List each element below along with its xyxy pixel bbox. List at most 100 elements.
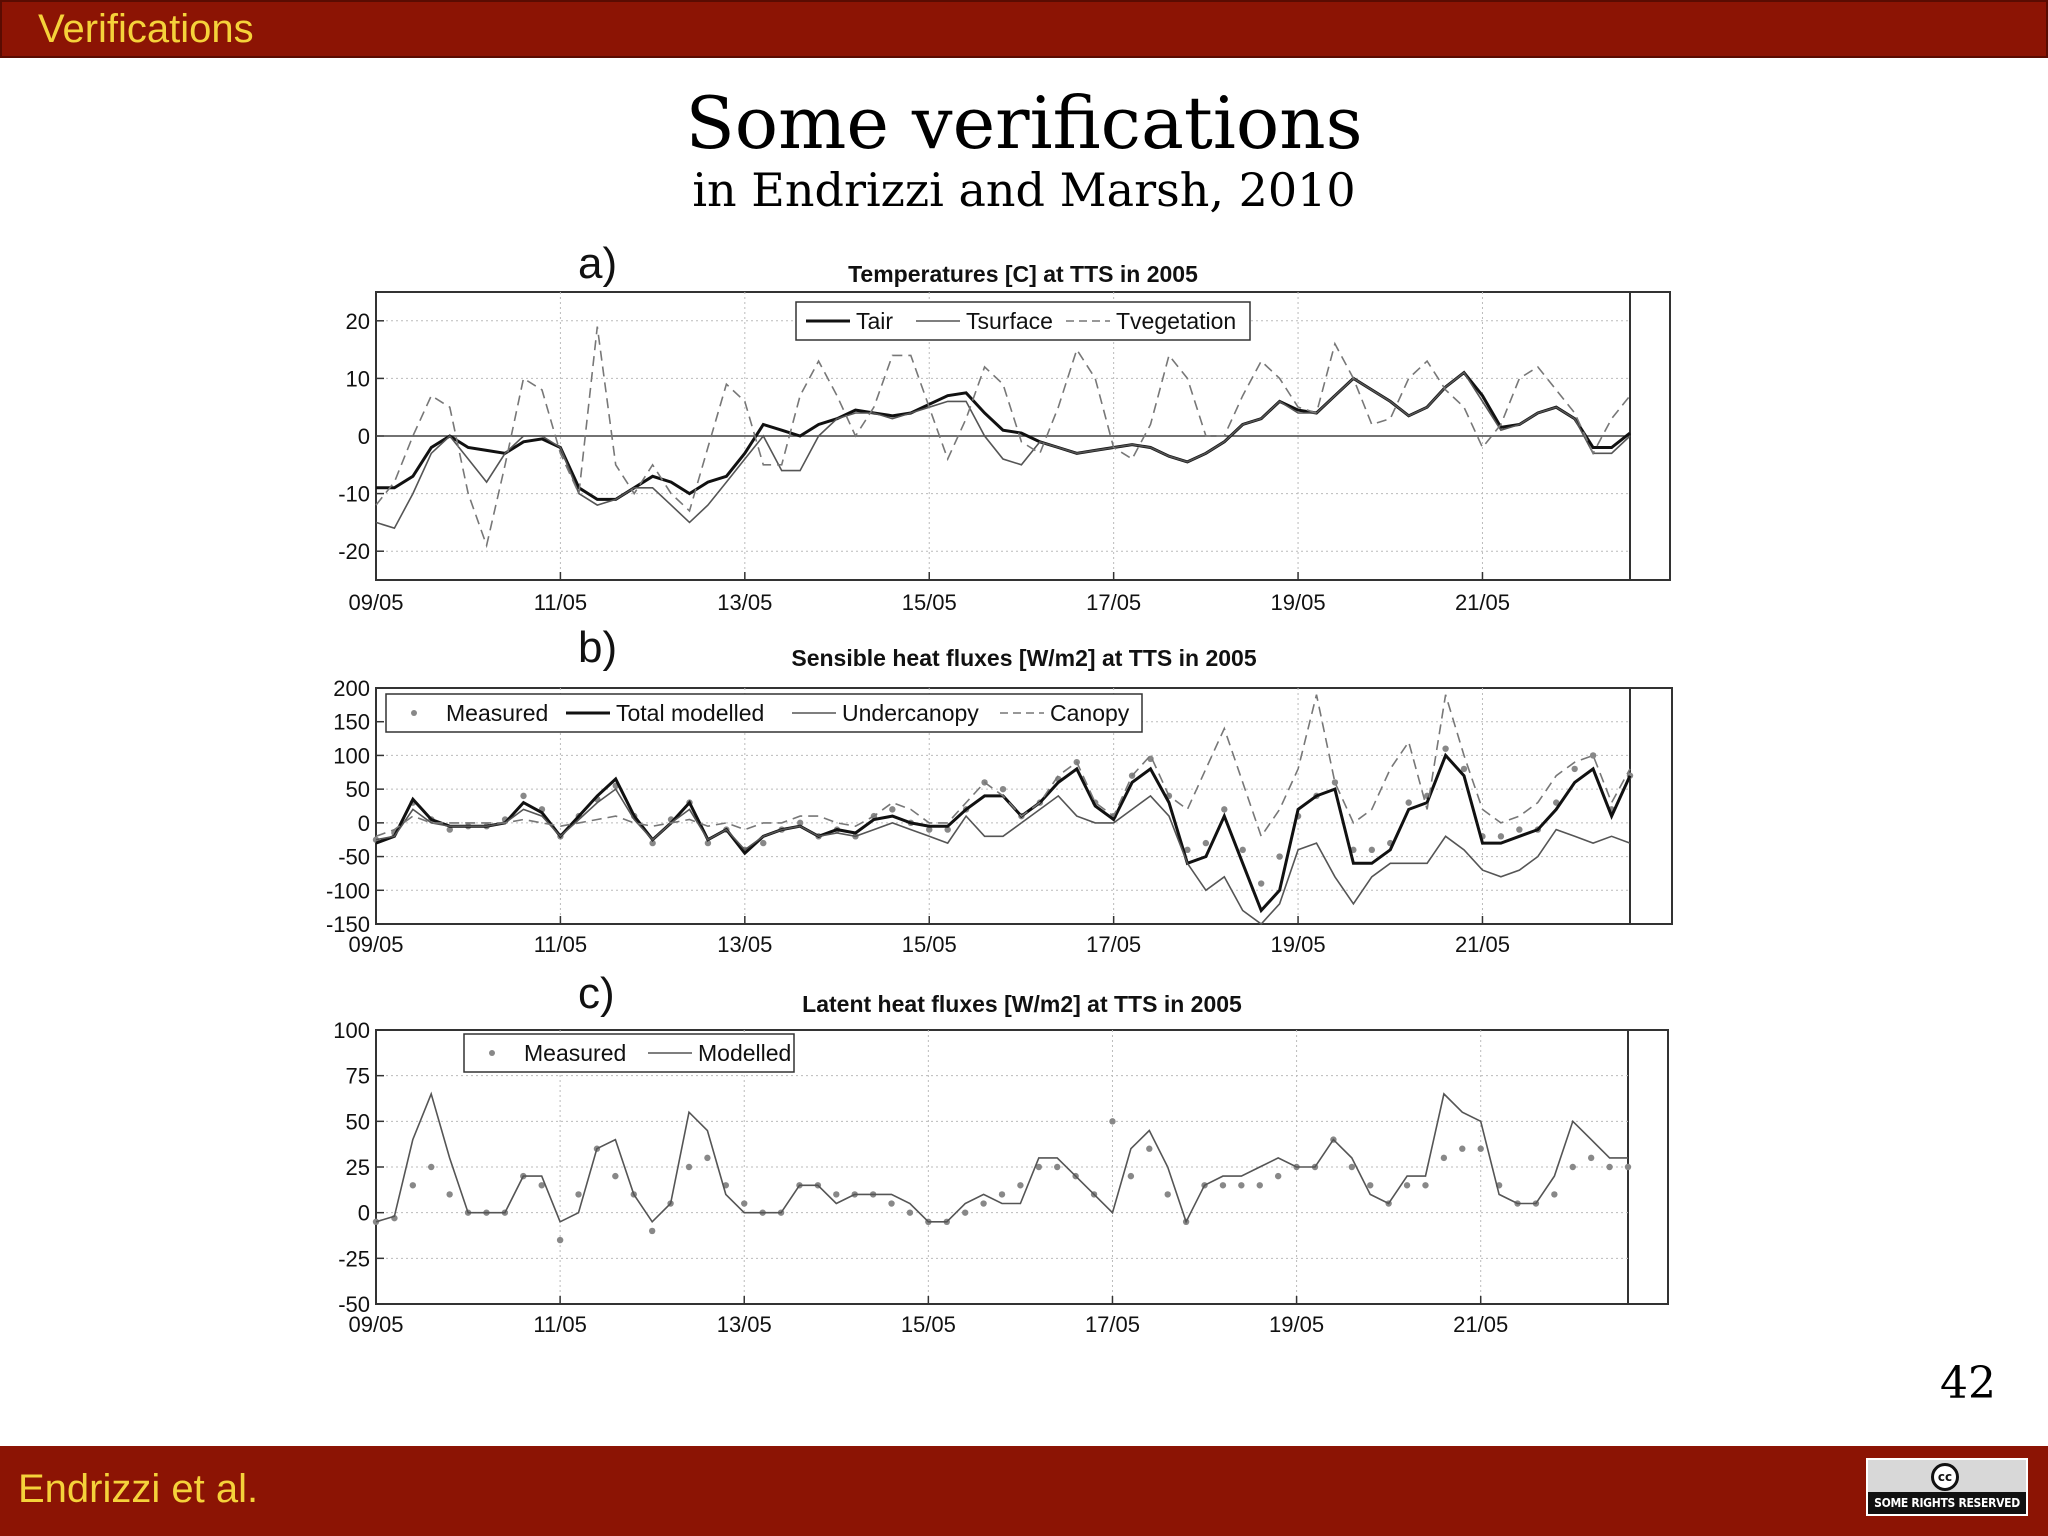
- data-point: [446, 1191, 453, 1198]
- x-tick-label: 17/05: [1085, 1312, 1140, 1337]
- chart-title: Temperatures [C] at TTS in 2005: [848, 261, 1198, 287]
- data-point: [1127, 1172, 1135, 1180]
- x-tick-label: 19/05: [1271, 590, 1326, 615]
- data-point: [1109, 1118, 1116, 1125]
- series-line-canopy: [375, 694, 1631, 839]
- footer-bar: Endrizzi et al. cc SOME RIGHTS RESERVED: [0, 1446, 2048, 1536]
- data-point: [685, 1163, 693, 1171]
- data-point: [520, 792, 527, 800]
- data-point: [1624, 1163, 1632, 1171]
- data-point: [1054, 1163, 1061, 1171]
- y-tick-label: -10: [338, 482, 370, 507]
- y-tick-label: -100: [326, 878, 370, 903]
- legend-label: Total modelled: [616, 700, 764, 726]
- x-tick-label: 15/05: [901, 1312, 956, 1337]
- data-point: [1477, 1145, 1484, 1152]
- data-point: [1239, 846, 1246, 854]
- data-point: [1403, 1182, 1411, 1189]
- legend-swatch: [489, 1050, 495, 1056]
- data-point: [1606, 1163, 1613, 1171]
- y-tick-label: 100: [333, 1018, 370, 1043]
- data-point: [704, 1154, 711, 1162]
- series-line-tvegetation: [375, 326, 1631, 549]
- data-point: [1459, 1145, 1466, 1152]
- legend-label: Measured: [446, 700, 548, 726]
- y-tick-label: 20: [346, 309, 370, 334]
- x-tick-label: 11/05: [534, 932, 587, 957]
- header-bar: Verifications: [0, 0, 2048, 58]
- panel-label: b): [578, 623, 617, 672]
- x-tick-label: 13/05: [717, 932, 772, 957]
- y-tick-label: 10: [346, 366, 370, 391]
- data-point: [1442, 745, 1449, 752]
- chart-title: Latent heat fluxes [W/m2] at TTS in 2005: [802, 991, 1242, 1017]
- x-tick-label: 19/05: [1271, 932, 1326, 957]
- y-tick-label: 50: [346, 777, 370, 802]
- y-tick-label: -20: [338, 539, 370, 564]
- data-point: [1368, 846, 1376, 854]
- data-point: [428, 1163, 435, 1171]
- x-tick-label: 17/05: [1086, 932, 1141, 957]
- data-point: [446, 826, 453, 833]
- x-tick-label: 11/05: [533, 1312, 586, 1337]
- data-point: [704, 839, 712, 847]
- license-label: SOME RIGHTS RESERVED: [1868, 1492, 2026, 1514]
- legend-swatch: [411, 710, 417, 716]
- data-point: [926, 826, 933, 833]
- data-point: [1367, 1182, 1374, 1189]
- data-point: [833, 1191, 840, 1198]
- series-line-tsurface: [375, 371, 1631, 530]
- data-point: [980, 1200, 987, 1207]
- legend-box: [795, 301, 1251, 341]
- series-line-undercanopy: [375, 787, 1631, 926]
- data-point: [1553, 799, 1560, 806]
- x-tick-label: 11/05: [534, 590, 587, 615]
- data-point: [1035, 1163, 1043, 1171]
- y-tick-label: 0: [358, 811, 370, 836]
- data-point: [1276, 853, 1283, 860]
- y-tick-label: 50: [346, 1109, 370, 1134]
- data-point: [1331, 779, 1339, 786]
- y-tick-label: -150: [326, 912, 370, 937]
- y-tick-label: -25: [338, 1246, 370, 1271]
- data-point: [1497, 833, 1505, 840]
- data-point: [1257, 880, 1265, 887]
- x-tick-label: 13/05: [717, 590, 772, 615]
- x-tick-label: 17/05: [1086, 590, 1141, 615]
- slide-title: Some verifications: [685, 81, 1363, 165]
- data-point: [1516, 826, 1523, 833]
- x-tick-label: 21/05: [1453, 1312, 1508, 1337]
- data-point: [760, 839, 767, 847]
- data-point: [1219, 1182, 1227, 1189]
- data-point: [1238, 1182, 1245, 1189]
- y-tick-label: 200: [333, 676, 370, 701]
- legend-label: Undercanopy: [842, 700, 979, 726]
- data-point: [1274, 1172, 1282, 1180]
- series-line-modelled: [375, 1091, 1628, 1224]
- y-tick-label: 75: [346, 1064, 370, 1089]
- data-point: [1551, 1191, 1558, 1198]
- y-tick-label: -50: [338, 1292, 370, 1317]
- slide-subtitle: in Endrizzi and Marsh, 2010: [692, 163, 1356, 217]
- legend-label: Tsurface: [966, 308, 1053, 334]
- y-tick-label: 0: [358, 1201, 370, 1226]
- data-point: [1348, 1163, 1356, 1171]
- data-point: [889, 806, 896, 813]
- data-point: [906, 1209, 914, 1216]
- data-point: [961, 1209, 969, 1216]
- data-point: [649, 839, 656, 847]
- data-point: [575, 1191, 582, 1198]
- data-point: [1571, 765, 1578, 773]
- license-badge[interactable]: cc SOME RIGHTS RESERVED: [1866, 1458, 2028, 1516]
- data-point: [1184, 846, 1191, 854]
- x-tick-label: 09/05: [348, 932, 403, 957]
- data-point: [1460, 765, 1468, 773]
- legend-box: [463, 1033, 795, 1073]
- x-tick-label: 15/05: [902, 590, 957, 615]
- y-tick-label: 150: [333, 710, 370, 735]
- chart-title: Sensible heat fluxes [W/m2] at TTS in 20…: [791, 645, 1256, 671]
- legend-label: Modelled: [698, 1040, 791, 1066]
